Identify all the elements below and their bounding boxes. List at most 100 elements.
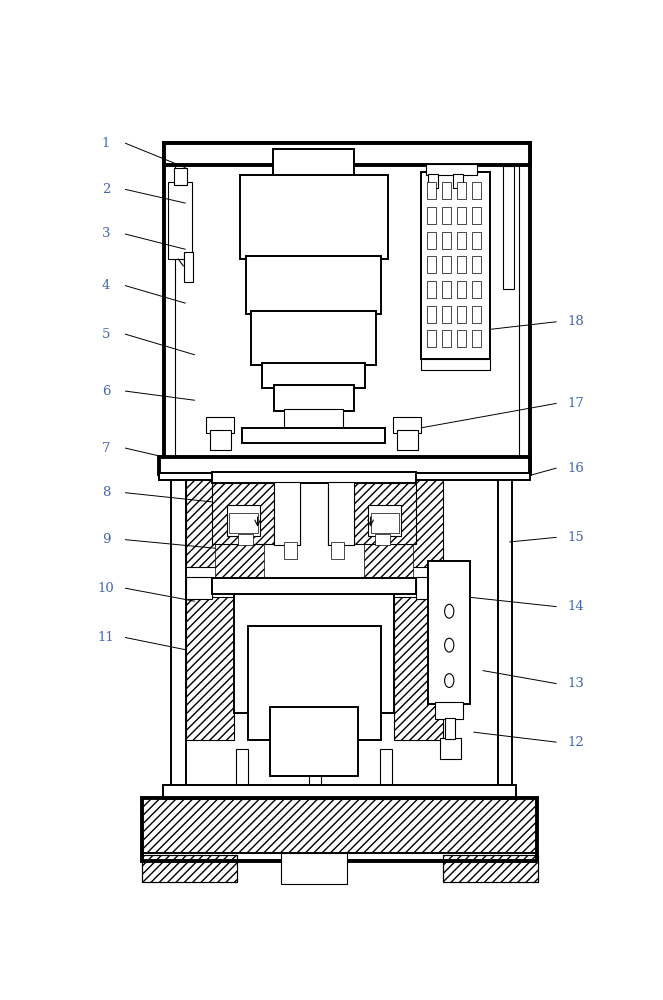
Bar	[397, 430, 418, 450]
Bar	[427, 207, 436, 224]
Bar	[142, 798, 536, 853]
Bar	[212, 483, 274, 544]
Bar	[164, 143, 530, 165]
Bar	[457, 182, 466, 199]
Bar	[498, 474, 512, 791]
Bar	[206, 417, 235, 433]
Text: 9: 9	[101, 533, 110, 546]
Bar	[159, 473, 530, 480]
Bar	[371, 513, 399, 533]
Bar	[354, 483, 416, 544]
Bar	[457, 330, 466, 347]
Bar	[215, 540, 265, 590]
Text: 10: 10	[97, 582, 115, 595]
Bar	[242, 428, 385, 443]
Bar	[186, 597, 235, 740]
Bar	[428, 174, 438, 188]
Text: 6: 6	[101, 385, 110, 398]
Bar	[427, 182, 436, 199]
Bar	[246, 256, 381, 314]
Bar	[472, 232, 481, 249]
Bar	[426, 164, 477, 175]
Bar	[445, 718, 455, 739]
Bar	[280, 853, 347, 884]
Bar	[457, 232, 466, 249]
Bar	[421, 172, 491, 359]
Bar	[229, 513, 257, 533]
Text: 3: 3	[101, 227, 110, 240]
Bar	[375, 534, 390, 545]
Bar	[142, 855, 237, 882]
Text: 4: 4	[102, 279, 110, 292]
Bar	[393, 417, 422, 433]
Bar	[472, 306, 481, 323]
Bar	[212, 472, 416, 483]
Bar	[328, 482, 354, 545]
Bar	[284, 409, 343, 430]
Bar	[472, 281, 481, 298]
Bar	[184, 252, 193, 282]
Bar	[416, 577, 443, 599]
Text: 2: 2	[102, 183, 110, 196]
Bar	[442, 232, 452, 249]
Bar	[457, 281, 466, 298]
Text: 14: 14	[568, 600, 585, 613]
Bar	[236, 749, 249, 799]
Bar	[380, 749, 392, 799]
Bar	[186, 577, 212, 599]
Bar	[427, 232, 436, 249]
Bar	[457, 306, 466, 323]
Bar	[472, 182, 481, 199]
Bar	[394, 597, 443, 740]
Text: 16: 16	[568, 462, 585, 475]
Bar	[142, 855, 237, 882]
Bar	[472, 330, 481, 347]
Bar	[442, 256, 452, 273]
Text: 1: 1	[102, 137, 110, 150]
Text: 15: 15	[568, 531, 585, 544]
Bar	[435, 702, 463, 719]
Bar	[427, 256, 436, 273]
Bar	[174, 168, 187, 185]
Text: 17: 17	[568, 397, 585, 410]
Bar	[382, 474, 443, 567]
Bar	[162, 785, 516, 799]
Bar	[273, 149, 354, 180]
Bar	[186, 474, 246, 567]
Bar	[164, 143, 530, 468]
Text: 12: 12	[568, 736, 585, 749]
Bar	[284, 542, 297, 559]
Bar	[249, 626, 381, 740]
Bar	[443, 855, 538, 882]
Bar	[271, 707, 358, 776]
Text: 8: 8	[102, 486, 110, 499]
Bar	[142, 798, 536, 861]
Bar	[440, 738, 461, 759]
Bar	[427, 281, 436, 298]
Bar	[442, 330, 452, 347]
Bar	[239, 175, 388, 259]
Text: 7: 7	[101, 442, 110, 455]
Text: 13: 13	[568, 677, 585, 690]
Bar	[428, 561, 470, 704]
Bar	[427, 306, 436, 323]
Bar	[421, 359, 491, 370]
Text: 11: 11	[97, 631, 115, 644]
Bar	[212, 578, 416, 594]
Bar	[364, 540, 413, 590]
Bar	[331, 542, 344, 559]
Bar	[442, 207, 452, 224]
Bar	[457, 256, 466, 273]
Bar	[309, 749, 322, 799]
Bar	[274, 482, 300, 545]
Bar	[442, 182, 452, 199]
Bar	[171, 474, 186, 791]
Bar	[443, 855, 538, 882]
Text: 5: 5	[102, 328, 110, 341]
Bar	[442, 306, 452, 323]
Bar	[457, 207, 466, 224]
Bar	[472, 256, 481, 273]
Bar	[235, 591, 394, 713]
Bar	[472, 207, 481, 224]
Bar	[210, 430, 231, 450]
